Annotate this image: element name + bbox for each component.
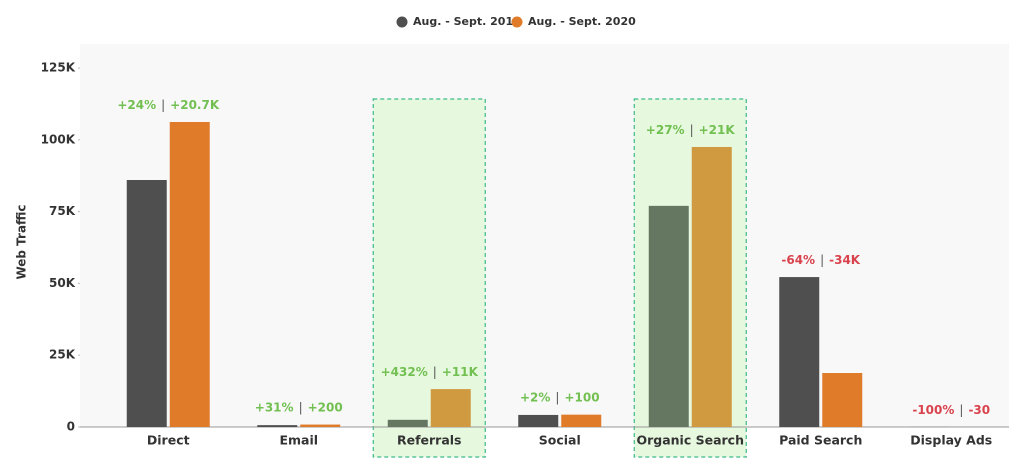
x-tick-label: Direct [147,433,190,448]
separator: | [161,97,165,111]
bar [170,122,210,427]
legend-marker [512,17,523,28]
y-axis-label: Web Traffic [15,204,29,279]
change-absolute: +11K [442,365,479,379]
change-percent: +31% [255,400,294,414]
bar [692,147,732,427]
change-absolute: +200 [308,400,343,414]
separator: | [690,122,694,136]
bar [649,206,689,427]
y-tick-label: 125K [41,61,76,75]
change-percent: +2% [520,390,550,404]
bar [561,415,601,427]
change-absolute: +20.7K [170,97,220,111]
y-tick-label: 50K [49,276,76,290]
bar [388,420,428,427]
change-label: -100% | -30 [912,402,990,416]
y-tick-label: 0 [67,420,75,434]
change-percent: +27% [646,122,685,136]
change-absolute: +21K [699,122,736,136]
legend-marker [397,17,408,28]
legend-label: Aug. - Sept. 2019 [413,15,521,28]
bar [431,389,471,427]
plot-background [80,44,1009,427]
x-tick-label: Display Ads [910,433,992,448]
bar [779,277,819,427]
x-tick-label: Organic Search [636,433,744,448]
bar [300,425,340,427]
bar [518,415,558,427]
bar [127,180,167,427]
change-percent: -100% [912,402,954,416]
change-label: -64% | -34K [781,253,860,267]
change-percent: +432% [381,365,428,379]
separator: | [555,390,559,404]
legend-label: Aug. - Sept. 2020 [528,15,636,28]
separator: | [959,402,963,416]
separator: | [433,365,437,379]
y-tick-label: 25K [49,348,76,362]
change-percent: +24% [117,97,156,111]
change-absolute: -34K [829,253,861,267]
bar [257,425,297,427]
y-tick-label: 100K [41,132,76,146]
change-absolute: +100 [564,390,599,404]
change-percent: -64% [781,253,815,267]
bar [822,373,862,427]
x-tick-label: Paid Search [779,433,862,448]
change-label: +27% | +21K [646,122,736,136]
change-label: +31% | +200 [255,400,343,414]
separator: | [299,400,303,414]
x-tick-label: Email [279,433,318,448]
y-tick-label: 75K [49,204,76,218]
change-absolute: -30 [968,402,990,416]
x-tick-label: Referrals [397,433,462,448]
x-tick-label: Social [539,433,581,448]
separator: | [820,253,824,267]
